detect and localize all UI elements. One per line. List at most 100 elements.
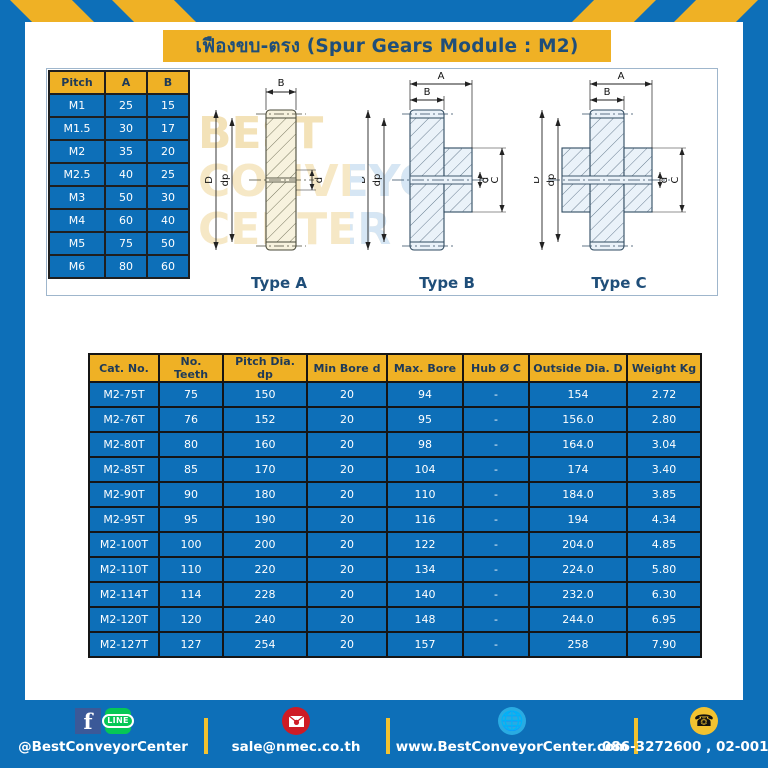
table-row: M2-90T 90 180 20 110 - 184.0 3.85 <box>90 483 700 506</box>
spec-cell: 2.72 <box>628 383 700 406</box>
spec-table: Cat. No. No. Teeth Pitch Dia. dp Min Bor… <box>88 353 702 658</box>
spec-table-header-row: Cat. No. No. Teeth Pitch Dia. dp Min Bor… <box>90 355 700 381</box>
spec-cell: - <box>464 483 528 506</box>
spec-cell: 4.34 <box>628 508 700 531</box>
svg-text:dp: dp <box>546 174 557 187</box>
pitch-cell: 15 <box>148 95 188 116</box>
spec-cell: 156.0 <box>530 408 626 431</box>
spec-cell: M2-85T <box>90 458 158 481</box>
svg-text:B: B <box>424 87 431 98</box>
table-row: M5 75 50 <box>50 233 188 254</box>
spec-cell: - <box>464 558 528 581</box>
spec-cell: 20 <box>308 483 386 506</box>
spec-cell: M2-80T <box>90 433 158 456</box>
spec-cell: M2-100T <box>90 533 158 556</box>
spec-cell: 258 <box>530 633 626 656</box>
svg-text:d: d <box>314 177 325 183</box>
spec-cell: 174 <box>530 458 626 481</box>
spec-cell: 157 <box>388 633 462 656</box>
spec-cell: M2-95T <box>90 508 158 531</box>
diagram-type-c: A B D dp d <box>534 70 704 294</box>
table-row: M2 35 20 <box>50 141 188 162</box>
spec-cell: 232.0 <box>530 583 626 606</box>
facebook-icon[interactable]: f <box>75 708 101 734</box>
spec-cell: 170 <box>224 458 306 481</box>
spec-cell: 20 <box>308 583 386 606</box>
spec-cell: - <box>464 508 528 531</box>
spec-header-pitch-dia: Pitch Dia. dp <box>224 355 306 381</box>
line-icon-label: LINE <box>102 714 134 728</box>
spec-cell: - <box>464 383 528 406</box>
pitch-cell: 40 <box>148 210 188 231</box>
footer-separator-1 <box>204 718 208 754</box>
spec-cell: 152 <box>224 408 306 431</box>
spec-cell: 228 <box>224 583 306 606</box>
pitch-cell: M2.5 <box>50 164 104 185</box>
spec-cell: 204.0 <box>530 533 626 556</box>
pitch-table-header-row: Pitch A B <box>50 72 188 93</box>
footer-social[interactable]: f LINE @BestConveyorCenter <box>10 706 196 755</box>
spec-cell: M2-90T <box>90 483 158 506</box>
globe-icon-wrap: 🌐 <box>498 706 526 736</box>
diagram-caption: Type C <box>591 274 647 292</box>
spec-cell: M2-75T <box>90 383 158 406</box>
spec-header-max-bore: Max. Bore <box>388 355 462 381</box>
pitch-cell: 20 <box>148 141 188 162</box>
table-row: M2-95T 95 190 20 116 - 194 4.34 <box>90 508 700 531</box>
spec-cell: M2-76T <box>90 408 158 431</box>
spec-cell: 110 <box>160 558 222 581</box>
page-title-text: เฟืองขบ-ตรง (Spur Gears Module : M2) <box>195 35 579 57</box>
table-row: M2-85T 85 170 20 104 - 174 3.40 <box>90 458 700 481</box>
spec-cell: 20 <box>308 608 386 631</box>
table-row: M1 25 15 <box>50 95 188 116</box>
footer-website[interactable]: 🌐 www.BestConveyorCenter.com <box>396 706 628 755</box>
phone-icon[interactable]: ☎ <box>690 707 718 735</box>
spec-cell: 20 <box>308 558 386 581</box>
spec-cell: M2-120T <box>90 608 158 631</box>
spec-cell: 20 <box>308 633 386 656</box>
pitch-cell: 60 <box>106 210 146 231</box>
svg-text:dp: dp <box>220 174 231 187</box>
svg-text:A: A <box>618 71 625 82</box>
spec-cell: 148 <box>388 608 462 631</box>
spec-cell: 240 <box>224 608 306 631</box>
phone-icon-wrap: ☎ <box>690 706 718 736</box>
spec-cell: 6.95 <box>628 608 700 631</box>
spec-cell: 200 <box>224 533 306 556</box>
table-row: M2-127T 127 254 20 157 - 258 7.90 <box>90 633 700 656</box>
svg-text:D: D <box>204 176 215 184</box>
footer-items: f LINE @BestConveyorCenter sale@nmec.co.… <box>0 700 768 768</box>
globe-icon[interactable]: 🌐 <box>498 707 526 735</box>
chevron-right-1 <box>570 0 656 24</box>
spec-cell: 90 <box>160 483 222 506</box>
spec-cell: 190 <box>224 508 306 531</box>
pitch-cell: M2 <box>50 141 104 162</box>
svg-text:dp: dp <box>372 174 383 187</box>
spec-cell: 5.80 <box>628 558 700 581</box>
spec-cell: 254 <box>224 633 306 656</box>
spec-cell: 3.85 <box>628 483 700 506</box>
spec-cell: 75 <box>160 383 222 406</box>
svg-text:d: d <box>659 177 670 183</box>
pitch-cell: 80 <box>106 256 146 277</box>
footer-phone[interactable]: ☎ 086-3272600 , 02-0017766 <box>602 706 768 755</box>
footer-separator-2 <box>386 718 390 754</box>
spec-cell: - <box>464 408 528 431</box>
svg-text:A: A <box>438 71 445 82</box>
spec-cell: - <box>464 533 528 556</box>
table-row: M2-76T 76 152 20 95 - 156.0 2.80 <box>90 408 700 431</box>
spec-header-cat-no: Cat. No. <box>90 355 158 381</box>
email-icon[interactable] <box>282 707 310 735</box>
spec-cell: 110 <box>388 483 462 506</box>
table-row: M3 50 30 <box>50 187 188 208</box>
footer-email[interactable]: sale@nmec.co.th <box>216 706 376 755</box>
spec-header-no-teeth: No. Teeth <box>160 355 222 381</box>
spec-cell: 224.0 <box>530 558 626 581</box>
line-icon[interactable]: LINE <box>102 708 134 734</box>
pitch-header-pitch: Pitch <box>50 72 104 93</box>
pitch-cell: 50 <box>148 233 188 254</box>
spec-header-hub-c: Hub Ø C <box>464 355 528 381</box>
diagram-caption: Type B <box>419 274 475 292</box>
spec-cell: 95 <box>160 508 222 531</box>
spec-cell: 140 <box>388 583 462 606</box>
